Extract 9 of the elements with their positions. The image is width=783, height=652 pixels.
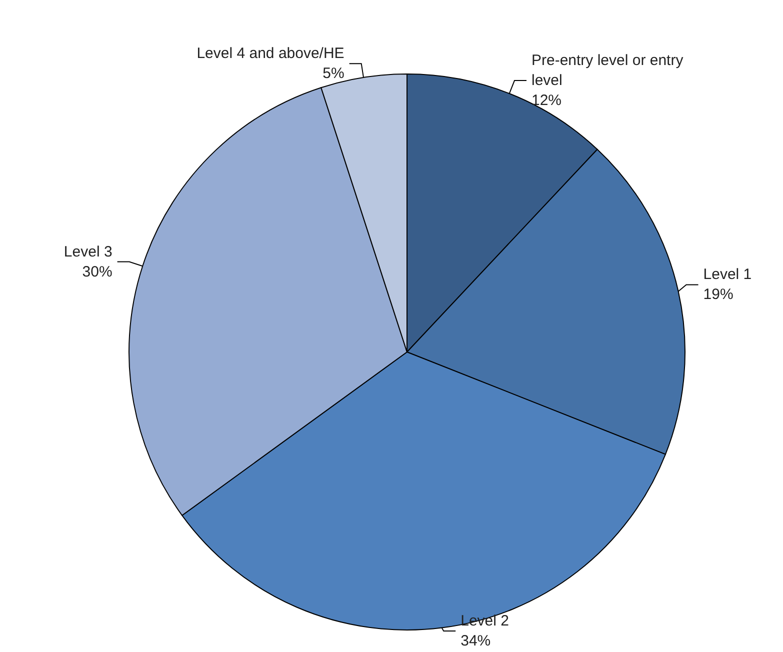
- data-label: 19%: [703, 286, 734, 304]
- data-label: 34%: [460, 632, 491, 650]
- slice-label: Level 3: [64, 243, 112, 260]
- slice-label: Level 1: [703, 266, 752, 284]
- data-label: 30%: [82, 263, 112, 280]
- slice-label: Pre-entry level or entry level: [531, 52, 688, 90]
- data-label: 5%: [322, 65, 344, 82]
- data-label: 12%: [531, 92, 562, 110]
- slice-label: Level 4 and above/HE: [196, 45, 344, 62]
